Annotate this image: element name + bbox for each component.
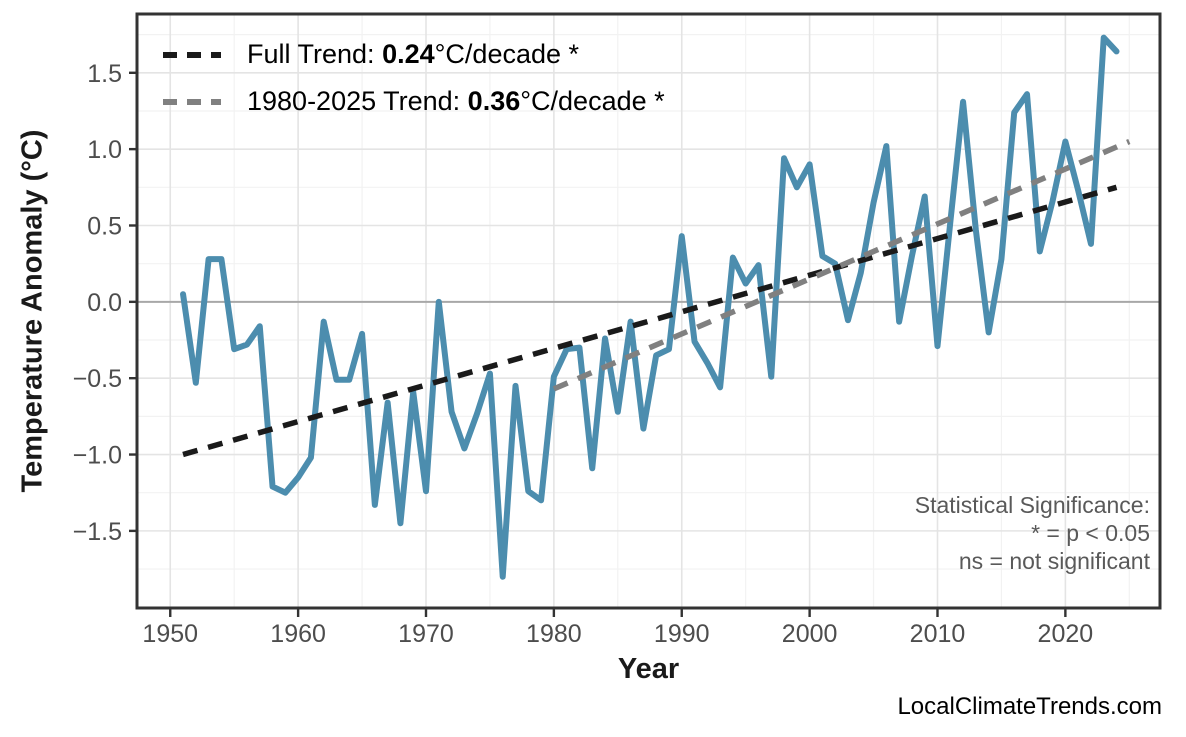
legend-label-full-trend: Full Trend: 0.24°C/decade * xyxy=(247,39,579,70)
legend: Full Trend: 0.24°C/decade * 1980-2025 Tr… xyxy=(163,31,665,125)
legend-recent-trend-prefix: 1980-2025 Trend: xyxy=(247,86,468,116)
x-tick-label: 1990 xyxy=(654,620,710,648)
legend-full-trend-suffix: °C/decade * xyxy=(434,39,580,69)
legend-recent-trend-suffix: °C/decade * xyxy=(520,86,665,116)
y-tick-label: −0.5 xyxy=(73,365,122,393)
x-axis-title: Year xyxy=(617,653,680,685)
x-tick-label: 1980 xyxy=(526,620,582,648)
panel-border xyxy=(135,12,1162,610)
y-tick-label: 0.5 xyxy=(87,212,122,240)
x-tick-label: 2020 xyxy=(1038,620,1094,648)
temperature-anomaly-line xyxy=(180,34,1120,580)
recent-trend-line xyxy=(552,138,1131,392)
x-tick-label: 2000 xyxy=(782,620,838,648)
y-axis-title: Temperature Anomaly (°C) xyxy=(16,129,49,493)
legend-full-trend-value: 0.24 xyxy=(382,39,435,69)
y-tick-label: 0.0 xyxy=(87,289,122,317)
full-trend-line xyxy=(182,184,1118,458)
legend-item-full-trend: Full Trend: 0.24°C/decade * xyxy=(163,31,665,78)
legend-label-recent-trend: 1980-2025 Trend: 0.36°C/decade * xyxy=(247,86,665,117)
legend-item-recent-trend: 1980-2025 Trend: 0.36°C/decade * xyxy=(163,78,665,125)
full-trend-dash-swatch xyxy=(163,51,221,58)
x-tick-label: 1970 xyxy=(398,620,454,648)
legend-full-trend-prefix: Full Trend: xyxy=(247,39,383,69)
significance-note-star: * = p < 0.05 xyxy=(1031,520,1150,546)
y-tick-label: −1.0 xyxy=(73,442,122,470)
significance-note: Statistical Significance: * = p < 0.05 n… xyxy=(915,491,1150,575)
legend-recent-trend-value: 0.36 xyxy=(467,86,521,116)
y-tick-label: 1.0 xyxy=(87,136,122,164)
recent-trend-dash-swatch xyxy=(163,98,221,105)
x-tick-label: 1950 xyxy=(142,620,198,648)
y-tick-label: 1.5 xyxy=(87,60,122,88)
significance-note-title: Statistical Significance: xyxy=(914,492,1150,518)
significance-note-ns: ns = not significant xyxy=(958,548,1150,574)
x-tick-label: 1960 xyxy=(270,620,326,648)
y-tick-label: −1.5 xyxy=(73,518,122,546)
x-tick-label: 2010 xyxy=(910,620,966,648)
watermark-text: LocalClimateTrends.com xyxy=(897,693,1162,720)
